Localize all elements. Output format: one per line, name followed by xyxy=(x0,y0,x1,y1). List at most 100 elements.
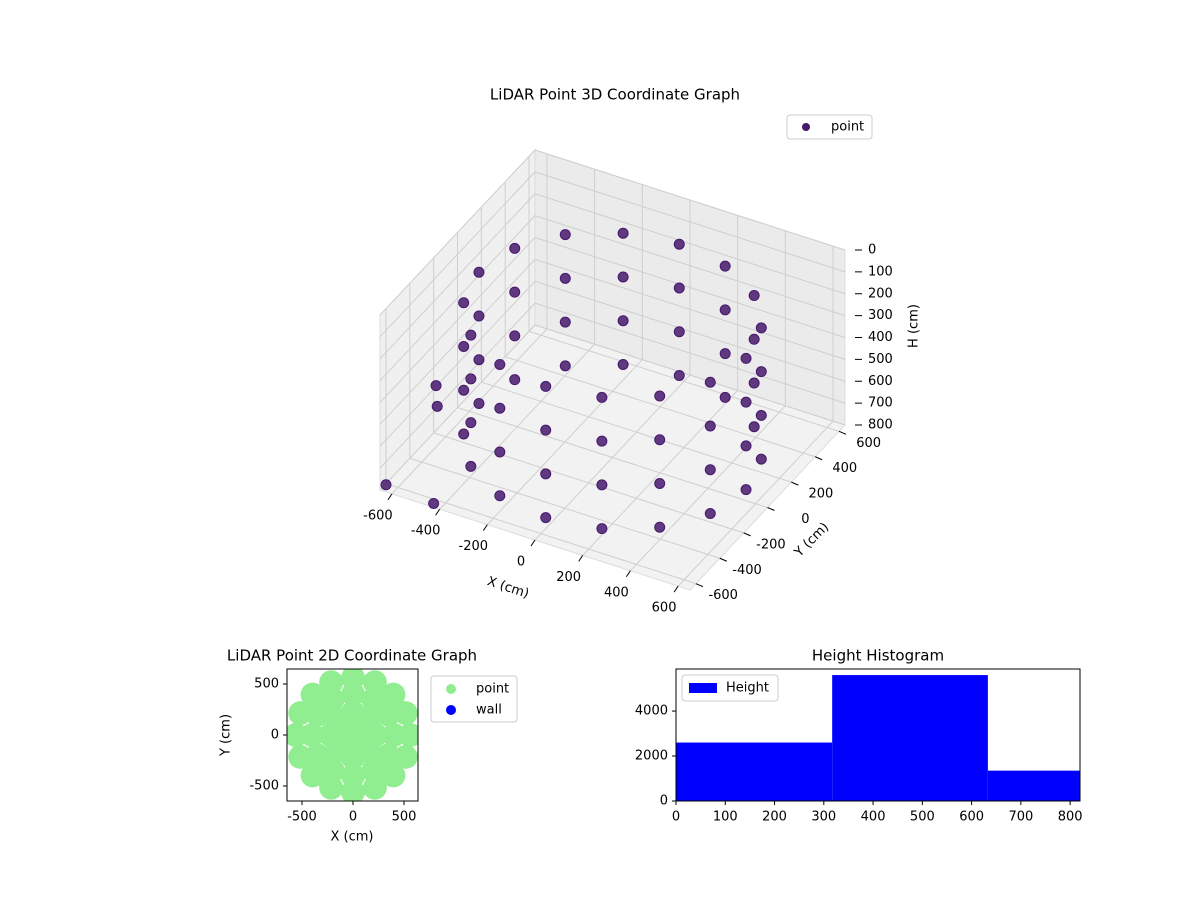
point xyxy=(494,358,506,370)
point xyxy=(673,369,685,381)
point xyxy=(320,687,345,712)
y-tick-label: -400 xyxy=(732,563,762,578)
x-tick-label: -400 xyxy=(411,524,441,539)
z-tick-label: 400 xyxy=(868,330,893,345)
point xyxy=(559,360,571,372)
x-tick-label: -600 xyxy=(363,508,393,523)
point xyxy=(509,286,521,298)
point xyxy=(559,272,571,284)
y-tick xyxy=(719,557,728,562)
x-tick xyxy=(530,539,536,547)
legend-box xyxy=(786,114,873,140)
point xyxy=(617,358,629,370)
y-tick-label: 0 xyxy=(801,512,809,527)
point xyxy=(617,227,629,239)
point xyxy=(509,242,521,254)
grid-line xyxy=(409,457,720,559)
y-axis-label: Y (cm) xyxy=(219,714,234,757)
z-tick-label: 300 xyxy=(868,308,893,323)
grid-line xyxy=(379,237,536,403)
grid-line xyxy=(379,324,536,491)
point xyxy=(356,738,381,763)
point xyxy=(473,397,485,409)
point xyxy=(458,297,470,309)
y-tick-label: 200 xyxy=(809,487,834,502)
point xyxy=(748,290,760,302)
point xyxy=(654,478,666,490)
grid-line xyxy=(505,356,816,458)
point xyxy=(288,744,313,769)
bar xyxy=(676,742,833,801)
x-tick-label: 300 xyxy=(811,810,836,825)
grid-line xyxy=(534,258,846,360)
point xyxy=(458,340,470,352)
grid-line xyxy=(379,280,536,447)
grid-line xyxy=(379,302,536,469)
point xyxy=(540,380,552,392)
point xyxy=(341,723,366,747)
point xyxy=(596,435,608,447)
point xyxy=(673,238,685,250)
legend-label: point xyxy=(476,682,509,697)
legend-marker xyxy=(446,705,456,715)
x-tick xyxy=(625,570,631,578)
y-tick xyxy=(743,532,751,537)
point xyxy=(704,507,716,519)
point xyxy=(704,420,716,432)
point xyxy=(740,440,752,452)
grid-line xyxy=(534,280,846,382)
point xyxy=(740,484,752,496)
point xyxy=(748,333,760,345)
y-tick-label: 4000 xyxy=(635,704,668,719)
point xyxy=(509,374,521,386)
legend-box xyxy=(681,674,779,702)
chart-title: Height Histogram xyxy=(812,647,944,665)
point xyxy=(465,417,477,429)
point xyxy=(740,396,752,408)
x-tick-label: 0 xyxy=(517,555,525,570)
point xyxy=(540,424,552,436)
x-tick-label: 500 xyxy=(392,810,417,825)
x-tick-label: 500 xyxy=(910,810,935,825)
point xyxy=(381,682,406,707)
point xyxy=(719,348,731,360)
point xyxy=(341,763,366,788)
grid-line xyxy=(534,237,846,338)
point xyxy=(654,390,666,402)
point xyxy=(540,468,552,480)
point xyxy=(320,758,345,783)
point xyxy=(596,391,608,403)
y-axis-label: Y (cm) xyxy=(791,520,832,561)
bar xyxy=(832,675,988,801)
grid-line xyxy=(481,381,792,483)
z-tick-label: 0 xyxy=(868,243,876,258)
x-tick xyxy=(387,493,393,501)
point xyxy=(755,409,767,421)
point xyxy=(559,316,571,328)
chart-title: LiDAR Point 3D Coordinate Graph xyxy=(490,86,740,104)
point xyxy=(740,352,752,364)
point xyxy=(381,763,406,788)
point xyxy=(617,271,629,283)
grid-line xyxy=(433,432,744,534)
x-tick-label: 200 xyxy=(556,570,581,585)
legend-box xyxy=(430,675,518,723)
point xyxy=(465,329,477,341)
point xyxy=(362,670,387,695)
x-tick-label: 800 xyxy=(1058,810,1083,825)
point xyxy=(704,376,716,388)
grid-line xyxy=(534,171,846,273)
point xyxy=(748,421,760,433)
axes-frame xyxy=(675,668,1081,802)
point xyxy=(361,687,386,712)
x-axis-label: X (cm) xyxy=(331,830,374,845)
grid-line xyxy=(534,215,846,317)
plot xyxy=(287,669,418,801)
z-tick-label: 100 xyxy=(868,264,893,279)
y-tick-label: 600 xyxy=(856,436,881,451)
point xyxy=(305,743,330,768)
point xyxy=(465,373,477,385)
grid-line xyxy=(534,302,846,404)
point xyxy=(540,512,552,524)
